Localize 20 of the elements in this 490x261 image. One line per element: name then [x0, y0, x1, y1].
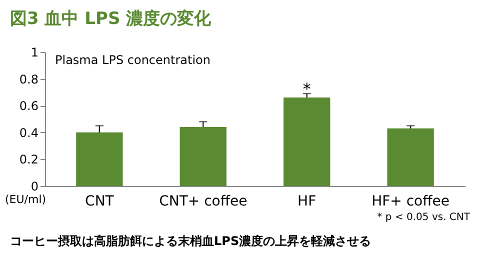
x-tick-label: HF — [298, 194, 316, 210]
bar — [180, 127, 226, 186]
y-tick-label: 0 — [30, 180, 38, 194]
x-tick-label: CNT — [85, 194, 114, 210]
bar — [76, 132, 123, 186]
y-tick-label: 0.6 — [19, 99, 38, 114]
bar — [387, 128, 434, 186]
chart-title: 図3 血中 LPS 濃度の変化 — [10, 9, 212, 29]
text: コーヒー摂取は高脂肪餌による末梢血LPS濃度の上昇を軽減させる — [10, 234, 372, 248]
y-tick-label: 1 — [30, 46, 38, 60]
x-tick-label: HF+ coffee — [372, 194, 450, 210]
text: * p < 0.05 vs. CNT — [377, 212, 471, 223]
annotation: Plasma LPS concentration — [55, 53, 210, 67]
x-tick-label: CNT+ coffee — [159, 194, 248, 210]
y-tick-label: 0.2 — [19, 152, 38, 167]
y-axis-title: (EU/ml) — [5, 193, 46, 206]
annotation: * — [302, 80, 311, 99]
y-tick-label: 0.8 — [19, 72, 38, 86]
y-tick-label: 0.4 — [19, 126, 38, 140]
bar — [284, 98, 330, 186]
